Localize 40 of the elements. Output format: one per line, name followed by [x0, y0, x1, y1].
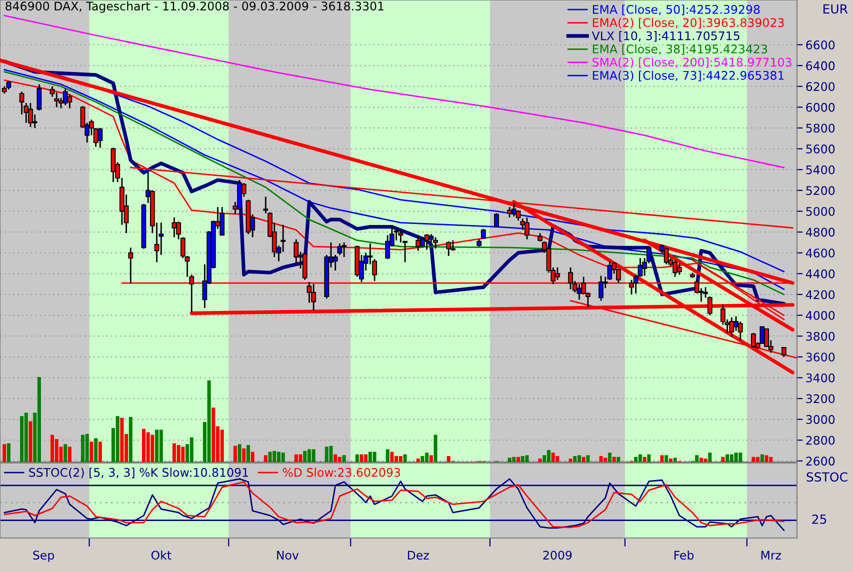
y-tick-label: 6000 — [806, 102, 835, 112]
y-tick-label: 2800 — [806, 436, 835, 445]
y-tick-label: 4600 — [806, 248, 835, 258]
legend-label: SMA(2) [Close, 200]:5418.977103 — [592, 58, 792, 68]
x-tick-label: Feb — [674, 550, 694, 560]
y-tick-label: 5200 — [806, 186, 835, 196]
y-tick-label: 5600 — [806, 144, 835, 154]
y-tick-label: 6400 — [806, 61, 835, 70]
y-tick-label: 4200 — [806, 290, 835, 300]
chart-title: 846900 DAX, Tageschart - 11.09.2008 - 09.03.2009 - 3618.3301 — [6, 1, 384, 13]
legend-label: SSTOC(2) [5, 3, 3] %K Slow:10.81091 — [29, 468, 248, 478]
y-tick-label: 3200 — [806, 394, 835, 404]
y-tick-label: 5000 — [806, 206, 835, 216]
x-tick-label: Mrz — [761, 550, 781, 560]
text: 25 — [812, 514, 826, 524]
legend-label: EMA(3) [Close, 73]:4422.965381 — [592, 70, 784, 82]
y-tick-label: 3000 — [806, 415, 835, 424]
y-axis-title: SSTOC — [806, 472, 848, 482]
y-tick-label: 3800 — [806, 332, 835, 341]
legend-label: EMA(2) [Close, 20]:3963.839023 — [592, 18, 784, 28]
y-tick-label: 5400 — [806, 165, 835, 174]
y-tick-label: 6200 — [806, 82, 835, 92]
y-tick-label: 5800 — [806, 124, 835, 133]
x-tick-label: 2009 — [543, 550, 572, 560]
y-tick-label: 3400 — [806, 373, 835, 382]
x-tick-label: Sep — [33, 550, 54, 562]
y-tick-label: 4800 — [806, 228, 835, 237]
legend-label: EMA [Close, 38]:4195.423423 — [592, 44, 768, 55]
y-tick-label: 4000 — [806, 311, 835, 320]
x-tick-label: Nov — [277, 550, 299, 560]
y-tick-label: 2600 — [806, 456, 835, 466]
legend-label: EMA [Close, 50]:4252.39298 — [592, 4, 760, 16]
y-tick-label: 6600 — [806, 40, 835, 50]
x-tick-label: Dez — [408, 550, 429, 560]
y-tick-label: 4400 — [806, 269, 835, 278]
y-axis-title: EUR — [823, 4, 848, 14]
y-tick-label: 3600 — [806, 352, 835, 362]
x-tick-label: Okt — [151, 550, 172, 560]
legend-label: VLX [10, 3]:4111.705715 — [592, 31, 740, 42]
legend-label: %D Slow:23.602093 — [282, 468, 400, 477]
